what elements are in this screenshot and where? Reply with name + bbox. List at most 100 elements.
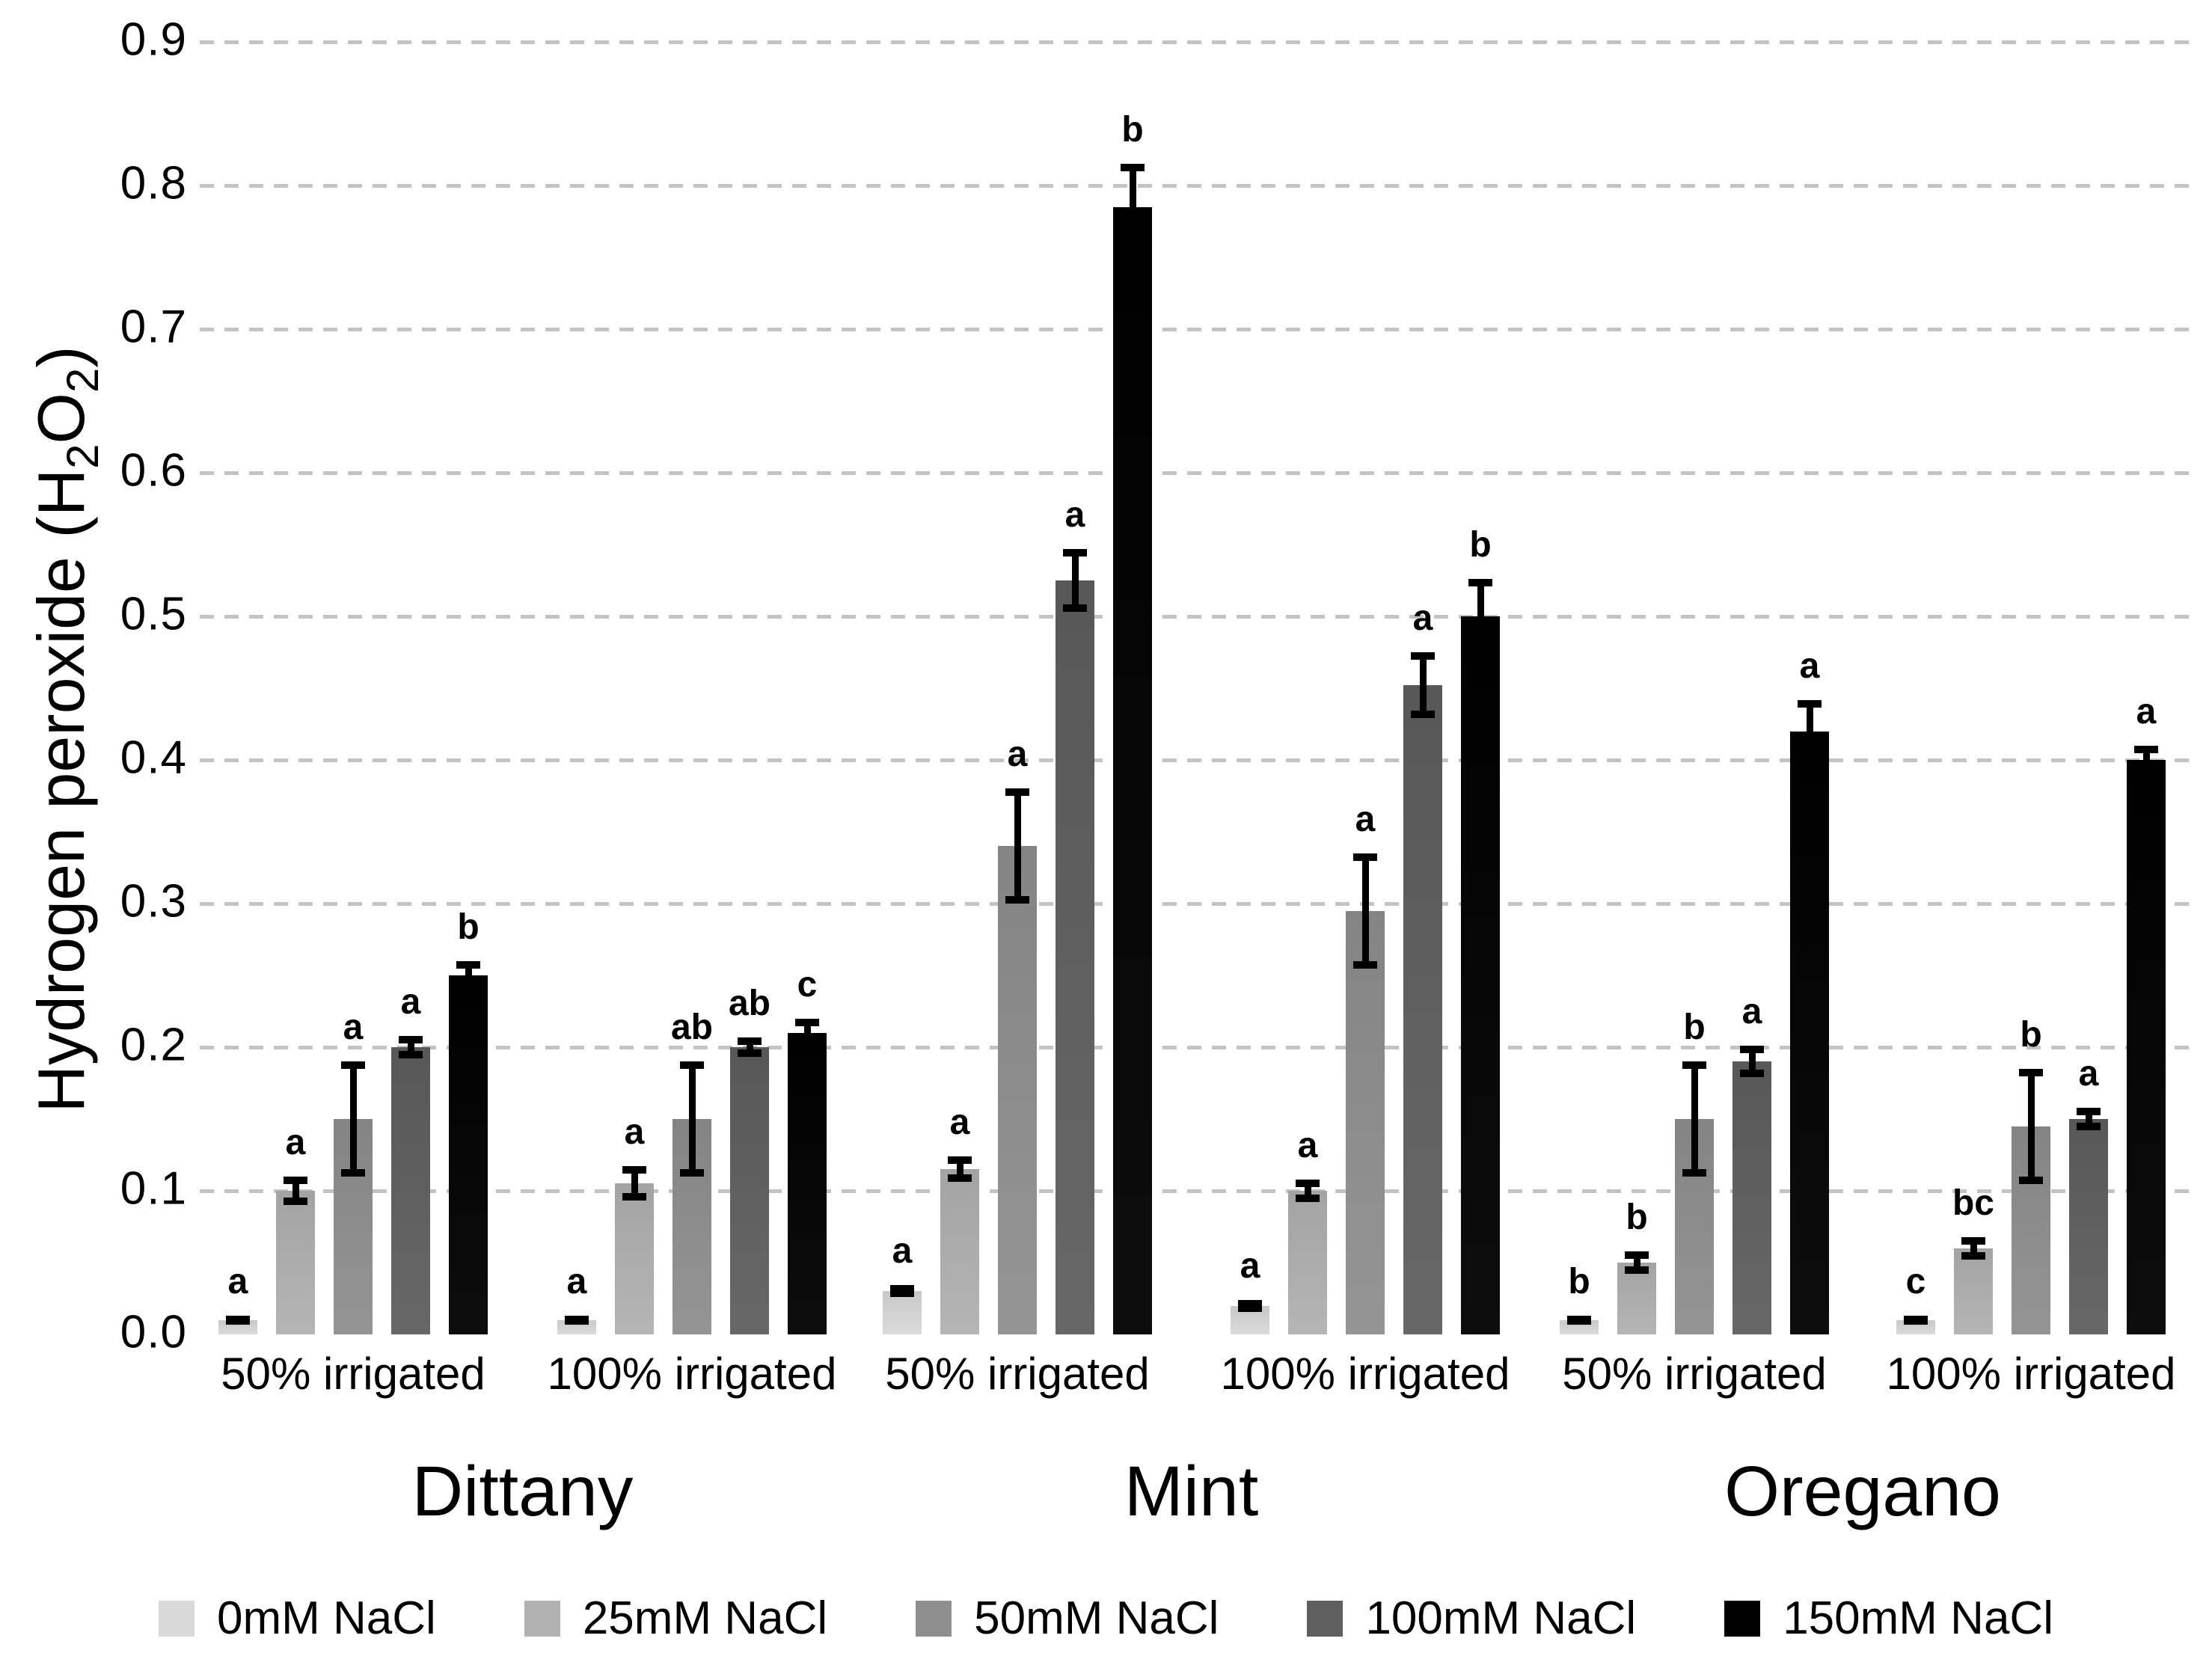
bar-25mm-nacl (276, 1191, 315, 1334)
bar-25mm-nacl (1617, 1263, 1656, 1334)
y-tick-label: 0.4 (120, 732, 187, 784)
error-bar (407, 1036, 414, 1058)
significance-letter: a (892, 1231, 913, 1271)
x-tick-label: 50% irrigated (221, 1349, 485, 1399)
facet-label-mint: Mint (1124, 1452, 1259, 1531)
error-bar-cap (1798, 700, 1822, 708)
bar-group-mint-50%: a a a a b (883, 33, 1152, 1334)
error-bar (1014, 788, 1021, 904)
error-bar (2142, 746, 2150, 774)
significance-letter: a (1064, 495, 1085, 535)
y-tick-label: 0.0 (120, 1306, 187, 1358)
x-tick-label: 100% irrigated (547, 1349, 837, 1399)
error-bar-cap (2134, 767, 2158, 774)
significance-letter: b (1568, 1262, 1590, 1302)
significance-letter: b (1469, 525, 1492, 565)
facet-label-dittany: Dittany (411, 1452, 634, 1531)
error-bar-cap (456, 982, 480, 990)
significance-letter: ab (670, 1008, 713, 1047)
bar-150mm-nacl (1113, 207, 1152, 1334)
error-bar-cap (1961, 1237, 1985, 1245)
x-tick-label: 50% irrigated (885, 1349, 1150, 1399)
significance-letter: a (1741, 992, 1762, 1031)
error-bar (349, 1061, 357, 1177)
error-bar-cap (456, 961, 480, 969)
error-bar-cap (680, 1061, 704, 1069)
error-bar (688, 1061, 696, 1177)
bar-50mm-nacl (1346, 911, 1385, 1334)
significance-letter: a (1412, 598, 1433, 638)
y-gridline (200, 40, 2199, 44)
y-gridline (200, 615, 2199, 619)
error-bar-cap (1121, 243, 1145, 251)
error-bar (803, 1019, 811, 1047)
legend-item: 50mM NaCl (916, 1592, 1219, 1645)
error-bar-cap (890, 1290, 914, 1297)
significance-letter: a (227, 1262, 248, 1302)
legend-swatch (1724, 1600, 1761, 1637)
y-gridline (200, 184, 2199, 188)
error-bar-cap (1005, 788, 1029, 796)
significance-letter: a (285, 1123, 306, 1162)
error-bar-cap (1353, 961, 1377, 969)
bar-group-dittany-100%: a a ab ab c (557, 33, 827, 1334)
error-bar-cap (565, 1317, 589, 1325)
significance-letter: a (624, 1112, 645, 1152)
y-axis-title-sub: 2 (57, 367, 108, 393)
error-bar (1691, 1061, 1698, 1177)
y-tick-label: 0.9 (120, 13, 187, 66)
significance-letter: bc (1952, 1183, 1994, 1223)
legend-label: 50mM NaCl (974, 1592, 1219, 1644)
bar-100mm-nacl (2069, 1119, 2108, 1334)
error-bar-cap (1625, 1251, 1649, 1259)
error-bar (1970, 1237, 1977, 1260)
error-bar-cap (1063, 549, 1087, 557)
error-bar-cap (1468, 646, 1492, 654)
error-bar-cap (1740, 1046, 1764, 1053)
bar-150mm-nacl (2127, 760, 2166, 1334)
y-axis-title-text: Hydrogen peroxide (H (24, 468, 99, 1113)
legend-item: 100mM NaCl (1307, 1592, 1636, 1645)
error-bar-cap (284, 1198, 307, 1205)
significance-letter: a (400, 982, 421, 1022)
error-bar-cap (622, 1166, 646, 1174)
error-bar-cap (1238, 1304, 1262, 1312)
error-bar (1419, 652, 1427, 718)
error-bar-cap (1411, 652, 1435, 660)
significance-letter: ab (728, 984, 770, 1023)
significance-letter: a (1355, 800, 1376, 839)
error-bar-cap (1411, 711, 1435, 718)
x-tick-label: 50% irrigated (1562, 1349, 1827, 1399)
legend-label: 25mM NaCl (582, 1592, 828, 1644)
y-tick-label: 0.1 (120, 1162, 187, 1215)
x-tick-label: 100% irrigated (1220, 1349, 1510, 1399)
bar-50mm-nacl (673, 1119, 711, 1334)
y-gridline (200, 471, 2199, 475)
y-axis-title-text: O (24, 392, 99, 444)
significance-letter: b (1121, 110, 1144, 150)
legend-item: 0mM NaCl (159, 1592, 436, 1645)
error-bar-cap (341, 1061, 365, 1069)
error-bar (956, 1156, 963, 1182)
error-bar-cap (795, 1040, 819, 1047)
bar-50mm-nacl (2012, 1126, 2050, 1334)
bar-group-oregano-100%: c bc b a a (1896, 33, 2166, 1334)
significance-letter: a (1007, 735, 1028, 774)
bar-50mm-nacl (998, 846, 1037, 1334)
facet-label-oregano: Oregano (1724, 1452, 2001, 1531)
error-bar-cap (1296, 1180, 1320, 1187)
legend-item: 150mM NaCl (1724, 1592, 2053, 1645)
y-tick-label: 0.6 (120, 444, 187, 497)
error-bar (465, 961, 472, 990)
significance-letter: a (2078, 1054, 2099, 1094)
error-bar-cap (1567, 1317, 1591, 1325)
error-bar (631, 1166, 638, 1201)
error-bar-cap (2019, 1069, 2043, 1076)
y-tick-label: 0.2 (120, 1019, 187, 1071)
error-bar (1806, 700, 1813, 763)
error-bar-cap (948, 1174, 972, 1182)
error-bar-cap (1798, 755, 1822, 763)
y-gridline (200, 1046, 2199, 1049)
